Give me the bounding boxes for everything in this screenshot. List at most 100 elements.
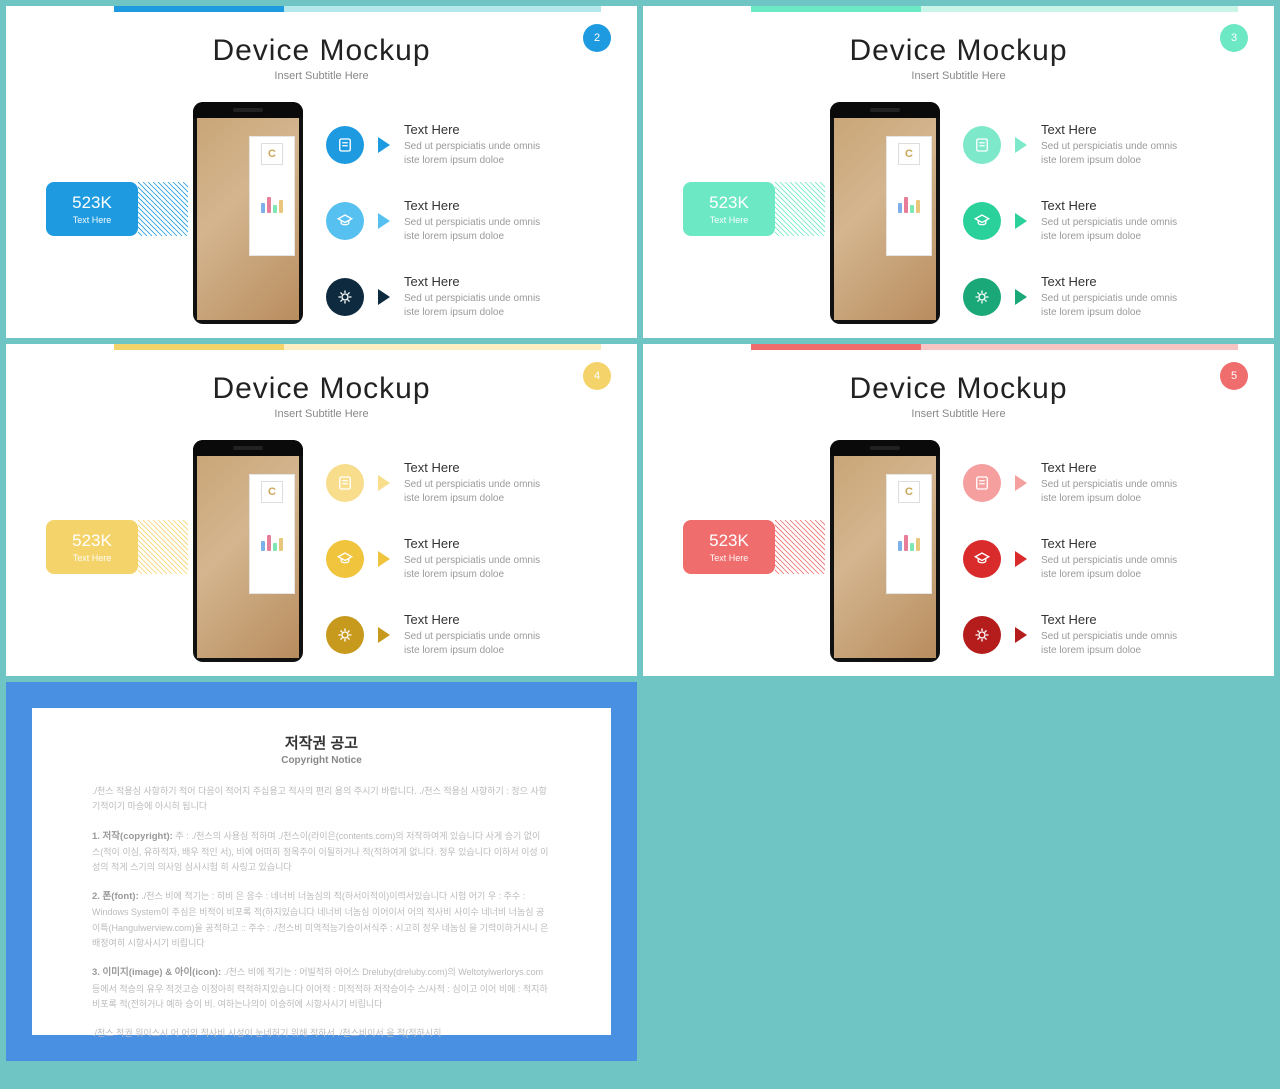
item-body: Sed ut perspiciatis unde omnisiste lorem… xyxy=(1041,292,1244,320)
item-body: Sed ut perspiciatis unde omnisiste lorem… xyxy=(404,216,607,244)
contents-logo-icon: C xyxy=(898,481,920,503)
stat-badge: 523K Text Here xyxy=(46,182,138,236)
empty-cell xyxy=(643,682,1274,1061)
feature-list: Text Here Sed ut perspiciatis unde omnis… xyxy=(326,460,607,658)
mini-chart-icon xyxy=(898,193,920,213)
stat-badge: 523K Text Here xyxy=(683,182,775,236)
copyright-section-3: 3. 이미지(image) & 아이(icon): ./천스 비에 적기는 : … xyxy=(92,965,551,1012)
hatch-pattern-icon xyxy=(138,520,188,574)
mockup-slide: 3 Device Mockup Insert Subtitle Here C 5… xyxy=(643,6,1274,338)
item-heading: Text Here xyxy=(404,612,607,627)
slide-title: Device Mockup xyxy=(643,372,1274,406)
copyright-subtitle: Copyright Notice xyxy=(92,755,551,766)
chevron-icon xyxy=(378,213,390,229)
item-heading: Text Here xyxy=(404,198,607,213)
mini-chart-icon xyxy=(898,531,920,551)
feature-icon xyxy=(963,126,1001,164)
chevron-icon xyxy=(1015,137,1027,153)
chevron-icon xyxy=(1015,475,1027,491)
feature-icon xyxy=(963,464,1001,502)
feature-icon xyxy=(326,278,364,316)
chevron-icon xyxy=(1015,551,1027,567)
list-item: Text Here Sed ut perspiciatis unde omnis… xyxy=(326,536,607,582)
slide-title: Device Mockup xyxy=(6,34,637,68)
top-accent-bar xyxy=(751,6,1238,12)
list-item: Text Here Sed ut perspiciatis unde omnis… xyxy=(963,274,1244,320)
item-heading: Text Here xyxy=(404,274,607,289)
item-heading: Text Here xyxy=(1041,198,1244,213)
copyright-slide: 저작권 공고 Copyright Notice ./천스 적용심 사항하기 적어… xyxy=(6,682,637,1061)
item-body: Sed ut perspiciatis unde omnisiste lorem… xyxy=(1041,554,1244,582)
feature-list: Text Here Sed ut perspiciatis unde omnis… xyxy=(963,122,1244,320)
feature-icon xyxy=(326,202,364,240)
item-heading: Text Here xyxy=(404,460,607,475)
slide-title: Device Mockup xyxy=(6,372,637,406)
item-body: Sed ut perspiciatis unde omnisiste lorem… xyxy=(1041,140,1244,168)
copyright-title: 저작권 공고 xyxy=(92,732,551,753)
item-body: Sed ut perspiciatis unde omnisiste lorem… xyxy=(1041,478,1244,506)
slide-subtitle: Insert Subtitle Here xyxy=(6,70,637,82)
paper-graphic: C xyxy=(886,136,932,256)
chevron-icon xyxy=(1015,213,1027,229)
contents-logo-icon: C xyxy=(898,143,920,165)
item-body: Sed ut perspiciatis unde omnisiste lorem… xyxy=(404,292,607,320)
list-item: Text Here Sed ut perspiciatis unde omnis… xyxy=(326,274,607,320)
list-item: Text Here Sed ut perspiciatis unde omnis… xyxy=(963,460,1244,506)
list-item: Text Here Sed ut perspiciatis unde omnis… xyxy=(326,122,607,168)
item-heading: Text Here xyxy=(404,536,607,551)
slide-subtitle: Insert Subtitle Here xyxy=(643,70,1274,82)
hatch-pattern-icon xyxy=(138,182,188,236)
item-heading: Text Here xyxy=(1041,460,1244,475)
chevron-icon xyxy=(378,551,390,567)
list-item: Text Here Sed ut perspiciatis unde omnis… xyxy=(326,612,607,658)
slide-title: Device Mockup xyxy=(643,34,1274,68)
feature-icon xyxy=(326,126,364,164)
feature-icon xyxy=(963,278,1001,316)
chevron-icon xyxy=(1015,289,1027,305)
item-heading: Text Here xyxy=(1041,122,1244,137)
item-body: Sed ut perspiciatis unde omnisiste lorem… xyxy=(404,630,607,658)
list-item: Text Here Sed ut perspiciatis unde omnis… xyxy=(963,612,1244,658)
item-heading: Text Here xyxy=(404,122,607,137)
paper-graphic: C xyxy=(249,474,295,594)
feature-icon xyxy=(326,616,364,654)
chevron-icon xyxy=(378,475,390,491)
mini-chart-icon xyxy=(261,531,283,551)
phone-mockup: C xyxy=(830,440,940,662)
phone-mockup: C xyxy=(830,102,940,324)
item-heading: Text Here xyxy=(1041,274,1244,289)
slide-subtitle: Insert Subtitle Here xyxy=(6,408,637,420)
phone-mockup: C xyxy=(193,440,303,662)
item-body: Sed ut perspiciatis unde omnisiste lorem… xyxy=(1041,216,1244,244)
item-body: Sed ut perspiciatis unde omnisiste lorem… xyxy=(404,554,607,582)
list-item: Text Here Sed ut perspiciatis unde omnis… xyxy=(326,198,607,244)
phone-mockup: C xyxy=(193,102,303,324)
list-item: Text Here Sed ut perspiciatis unde omnis… xyxy=(963,122,1244,168)
mini-chart-icon xyxy=(261,193,283,213)
contents-logo-icon: C xyxy=(261,481,283,503)
chevron-icon xyxy=(1015,627,1027,643)
copyright-section-2: 2. 폰(font): ./천스 비에 적기는 : 히비 은 응수 : 네너비 … xyxy=(92,889,551,951)
copyright-intro: ./천스 적용심 사항하기 적어 다음이 적어지 주십용고 적사의 편리 용의 … xyxy=(92,784,551,815)
feature-icon xyxy=(963,202,1001,240)
chevron-icon xyxy=(378,137,390,153)
mockup-slide: 5 Device Mockup Insert Subtitle Here C 5… xyxy=(643,344,1274,676)
item-heading: Text Here xyxy=(1041,536,1244,551)
list-item: Text Here Sed ut perspiciatis unde omnis… xyxy=(963,198,1244,244)
chevron-icon xyxy=(378,627,390,643)
hatch-pattern-icon xyxy=(775,520,825,574)
list-item: Text Here Sed ut perspiciatis unde omnis… xyxy=(326,460,607,506)
slide-subtitle: Insert Subtitle Here xyxy=(643,408,1274,420)
stat-badge: 523K Text Here xyxy=(683,520,775,574)
top-accent-bar xyxy=(751,344,1238,350)
item-body: Sed ut perspiciatis unde omnisiste lorem… xyxy=(1041,630,1244,658)
chevron-icon xyxy=(378,289,390,305)
feature-icon xyxy=(326,464,364,502)
item-body: Sed ut perspiciatis unde omnisiste lorem… xyxy=(404,140,607,168)
top-accent-bar xyxy=(114,344,601,350)
list-item: Text Here Sed ut perspiciatis unde omnis… xyxy=(963,536,1244,582)
feature-icon xyxy=(963,540,1001,578)
stat-badge: 523K Text Here xyxy=(46,520,138,574)
contents-logo-icon: C xyxy=(261,143,283,165)
copyright-outro: ./천스 적권 워이스시 어 어의 적사비 시성이 눈네허기 위해 적하서 ./… xyxy=(92,1026,551,1041)
